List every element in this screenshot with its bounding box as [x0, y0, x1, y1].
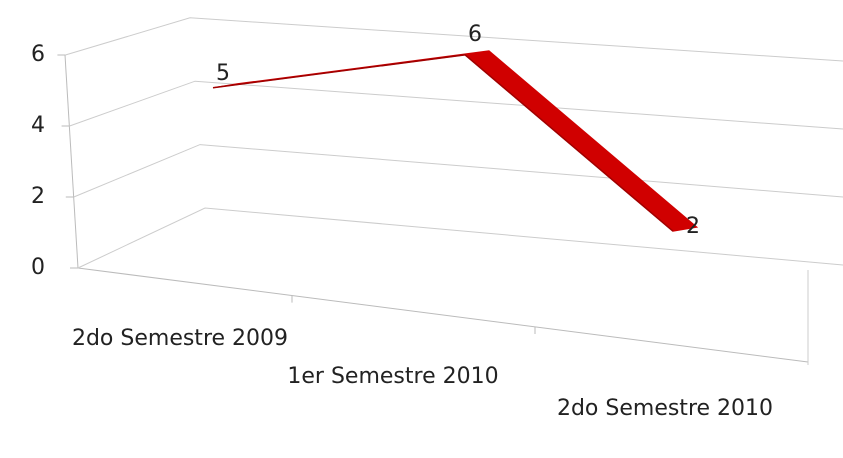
y-tick-label: 4 [31, 113, 45, 138]
data-label: 5 [216, 61, 230, 86]
x-tick-label: 2do Semestre 2009 [71, 326, 289, 351]
floor-front [77, 267, 809, 363]
data-label: 2 [686, 214, 700, 239]
y-tick-label: 2 [31, 184, 45, 209]
data-label: 6 [468, 22, 482, 47]
grid-line [65, 17, 843, 62]
y-axis [64, 54, 79, 269]
grid-line [77, 207, 843, 269]
grid-line [73, 144, 843, 198]
x-tick-label: 1er Semestre 2010 [287, 364, 499, 389]
y-tick-label: 6 [31, 42, 45, 67]
y-tick-label: 0 [31, 255, 45, 280]
grid-line [69, 80, 843, 130]
x-tick-label: 2do Semestre 2010 [556, 396, 774, 421]
line [212, 54, 674, 232]
